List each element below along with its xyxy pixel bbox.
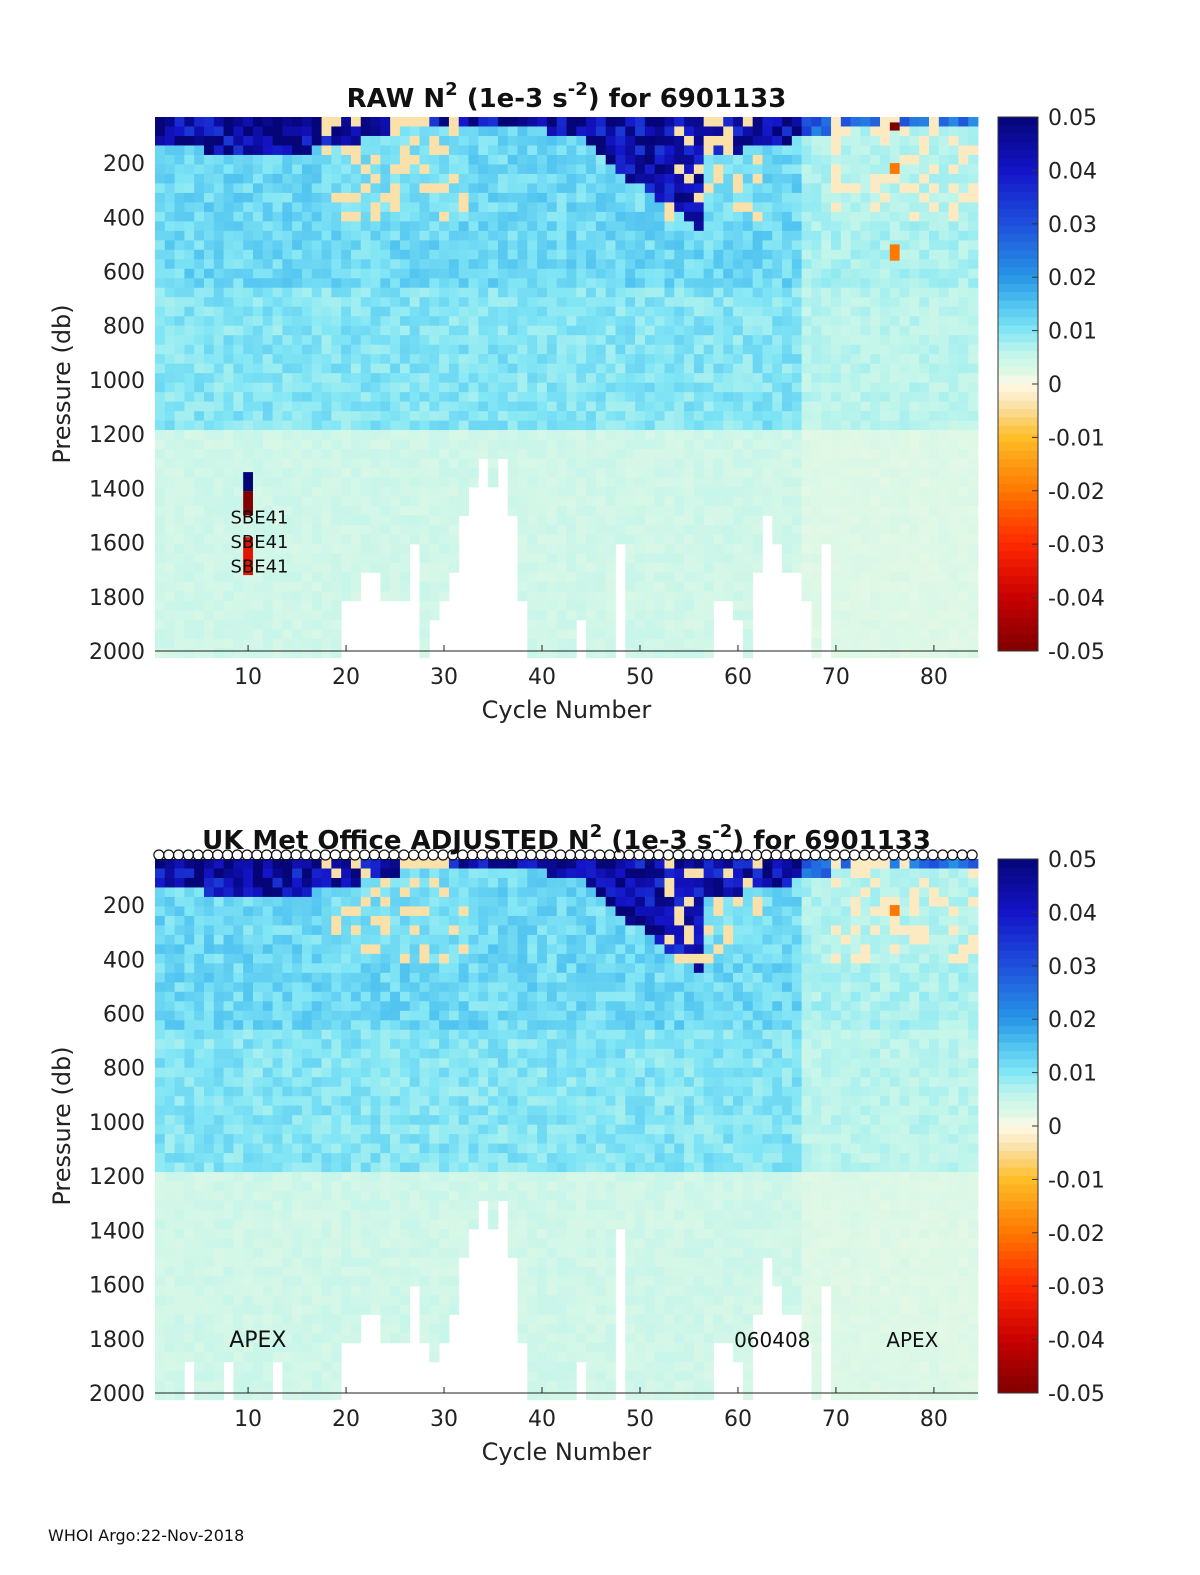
y-tick-label: 400 bbox=[103, 206, 145, 231]
x-tick-label: 30 bbox=[430, 665, 458, 690]
y-tick-label: 200 bbox=[103, 152, 145, 177]
colorbar-tick-label: -0.05 bbox=[1048, 640, 1105, 665]
chart-title: RAW N2 (1e-3 s-2) for 6901133 bbox=[347, 79, 787, 114]
colorbar-tick-label: 0.05 bbox=[1048, 106, 1097, 131]
colorbar-tick-label: -0.05 bbox=[1048, 1382, 1105, 1407]
highlight-cell bbox=[243, 537, 253, 576]
y-axis-label: Pressure (db) bbox=[48, 304, 76, 463]
annotation-label: SBE41 bbox=[230, 508, 288, 529]
y-tick-label: 200 bbox=[103, 894, 145, 919]
profile-marker bbox=[182, 849, 194, 861]
x-tick-label: 40 bbox=[528, 1407, 556, 1432]
x-tick-label: 70 bbox=[822, 665, 850, 690]
highlight-cell bbox=[889, 122, 900, 131]
colorbar-tick-label: 0.03 bbox=[1048, 213, 1097, 238]
profile-marker bbox=[153, 849, 165, 861]
colorbar: 0.05 0.04 0.03 0.02 0.01 0 -0.01 -0.02 -0.03 -0.0… bbox=[997, 848, 1105, 1407]
colorbar-tick-label: -0.02 bbox=[1048, 480, 1105, 505]
colorbar-tick-label: 0.03 bbox=[1048, 955, 1097, 980]
profile-marker bbox=[946, 849, 959, 861]
y-tick-label: 400 bbox=[103, 948, 145, 973]
footer-credit: WHOI Argo:22-Nov-2018 bbox=[48, 1526, 245, 1545]
profile-marker bbox=[721, 849, 733, 861]
colorbar-tick-label: 0 bbox=[1048, 1115, 1062, 1140]
y-tick-label: 1800 bbox=[89, 1328, 145, 1353]
colorbar-tick-label: 0.04 bbox=[1048, 901, 1097, 926]
y-tick-label: 2000 bbox=[89, 1382, 145, 1407]
colorbar-tick-label: 0 bbox=[1048, 373, 1062, 398]
highlight-cell bbox=[889, 244, 900, 261]
x-tick-label: 20 bbox=[332, 665, 360, 690]
float-type-label-left: APEX bbox=[229, 1328, 286, 1353]
x-tick-label: 60 bbox=[724, 1407, 752, 1432]
x-tick-label: 50 bbox=[626, 1407, 654, 1432]
profile-marker bbox=[163, 849, 175, 861]
colorbar-tick-label: 0.02 bbox=[1048, 1008, 1097, 1033]
profile-marker bbox=[966, 849, 978, 861]
heatmap-cells bbox=[155, 859, 979, 1401]
highlight-cell bbox=[889, 905, 900, 916]
highlight-cell bbox=[243, 491, 253, 516]
y-tick-label: 1400 bbox=[89, 477, 145, 502]
colorbar-tick-label: -0.03 bbox=[1048, 533, 1105, 558]
y-tick-label: 800 bbox=[103, 315, 145, 340]
colorbar-tick-label: -0.04 bbox=[1048, 587, 1105, 612]
profile-marker bbox=[711, 849, 723, 861]
colorbar-tick-label: -0.02 bbox=[1048, 1222, 1105, 1247]
y-tick-label: 1000 bbox=[89, 369, 145, 394]
x-axis-label: Cycle Number bbox=[482, 696, 652, 724]
x-axis-label: Cycle Number bbox=[482, 1438, 652, 1466]
heatmap-cells bbox=[155, 117, 979, 659]
colorbar: 0.05 0.04 0.03 0.02 0.01 0 -0.01 -0.02 -0.03 -0.0… bbox=[997, 106, 1105, 665]
y-tick-label: 600 bbox=[103, 1003, 145, 1028]
y-tick-label: 800 bbox=[103, 1057, 145, 1082]
y-tick-label: 1400 bbox=[89, 1219, 145, 1244]
raw-n2-chart: RAW N2 (1e-3 s-2) for 6901133 10 20 30 40 50 6… bbox=[48, 79, 1105, 724]
highlight-cell bbox=[243, 472, 253, 492]
colorbar-tick-label: -0.01 bbox=[1048, 1168, 1105, 1193]
raw-n2-panel: RAW N2 (1e-3 s-2) for 6901133 10 20 30 40 50 6… bbox=[0, 0, 1200, 760]
profile-marker bbox=[172, 849, 185, 861]
y-axis-label: Pressure (db) bbox=[48, 1046, 76, 1205]
x-tick-label: 30 bbox=[430, 1407, 458, 1432]
y-tick-label: 1600 bbox=[89, 1274, 145, 1299]
float-type-label-right: APEX bbox=[886, 1328, 938, 1352]
x-tick-label: 40 bbox=[528, 665, 556, 690]
colorbar-tick-label: 0.05 bbox=[1048, 848, 1097, 873]
colorbar-tick-label: -0.04 bbox=[1048, 1329, 1105, 1354]
y-tick-label: 1200 bbox=[89, 423, 145, 448]
highlight-cell bbox=[889, 163, 900, 174]
profile-marker bbox=[956, 849, 968, 861]
y-tick-label: 1200 bbox=[89, 1165, 145, 1190]
y-tick-label: 2000 bbox=[89, 640, 145, 665]
x-tick-label: 10 bbox=[234, 665, 262, 690]
x-tick-label: 80 bbox=[920, 665, 948, 690]
adjusted-n2-chart: UK Met Office ADJUSTED N2 (1e-3 s-2) for… bbox=[48, 821, 1105, 1466]
colorbar-tick-label: 0.01 bbox=[1048, 1062, 1097, 1087]
x-tick-label: 20 bbox=[332, 1407, 360, 1432]
annotation-label: SBE41 bbox=[230, 556, 288, 577]
x-tick-label: 10 bbox=[234, 1407, 262, 1432]
adjusted-n2-panel: UK Met Office ADJUSTED N2 (1e-3 s-2) for… bbox=[0, 742, 1200, 1502]
colorbar-tick-label: 0.01 bbox=[1048, 320, 1097, 345]
profile-marker bbox=[937, 849, 949, 861]
float-serial-label: 060408 bbox=[734, 1328, 810, 1352]
y-tick-label: 600 bbox=[103, 261, 145, 286]
y-tick-label: 1800 bbox=[89, 586, 145, 611]
x-tick-label: 70 bbox=[822, 1407, 850, 1432]
profile-markers bbox=[153, 849, 978, 861]
colorbar-tick-label: -0.03 bbox=[1048, 1275, 1105, 1300]
x-tick-label: 80 bbox=[920, 1407, 948, 1432]
colorbar-tick-label: 0.04 bbox=[1048, 159, 1097, 184]
annotation-label: SBE41 bbox=[230, 532, 288, 553]
x-tick-label: 60 bbox=[724, 665, 752, 690]
x-tick-label: 50 bbox=[626, 665, 654, 690]
colorbar-tick-label: 0.02 bbox=[1048, 266, 1097, 291]
y-tick-label: 1000 bbox=[89, 1111, 145, 1136]
colorbar-tick-label: -0.01 bbox=[1048, 426, 1105, 451]
y-tick-label: 1600 bbox=[89, 532, 145, 557]
